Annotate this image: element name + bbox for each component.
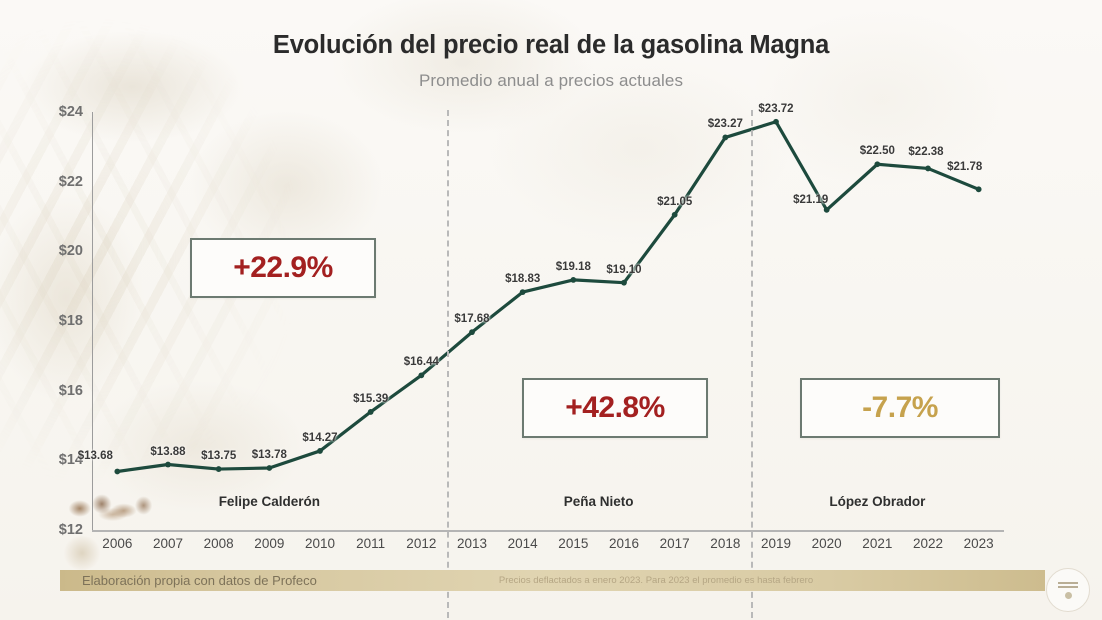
president-label-2: Peña Nieto (563, 494, 634, 509)
x-tick-2018: 2018 (710, 536, 741, 551)
point-label-2008: $13.75 (201, 450, 237, 463)
chart-subtitle: Promedio anual a precios actuales (418, 71, 684, 90)
point-label-2021: $22.50 (859, 145, 895, 158)
point-label-2007: $13.88 (150, 445, 186, 458)
point-label-2006: $13.68 (77, 450, 113, 463)
x-tick-2012: 2012 (406, 536, 437, 551)
x-tick-2017: 2017 (659, 536, 690, 551)
footer-bar: Elaboración propia con datos de Profeco … (60, 570, 1045, 591)
x-tick-2019: 2019 (760, 536, 792, 551)
point-label-2010: $14.27 (302, 431, 338, 444)
x-axis-line (92, 530, 1004, 532)
point-label-2018: $23.27 (707, 118, 743, 131)
footer-note-text: Precios deflactados a enero 2023. Para 2… (498, 575, 814, 586)
footer-source-text: Elaboración propia con datos de Profeco (82, 573, 317, 588)
y-tick-20: $20 (58, 243, 83, 260)
x-tick-2023: 2023 (963, 536, 994, 551)
x-tick-2008: 2008 (203, 536, 234, 551)
point-label-2023: $21.78 (947, 161, 983, 174)
y-axis-line (92, 112, 93, 530)
callout-lopez-obrador: -7.7% (800, 378, 1000, 438)
y-tick-16: $16 (58, 382, 83, 399)
president-label-3: López Obrador (829, 494, 926, 509)
x-tick-2021: 2021 (862, 536, 893, 551)
point-label-2011: $15.39 (353, 392, 389, 405)
government-emblem-icon (1046, 568, 1090, 612)
y-tick-22: $22 (58, 173, 83, 190)
y-tick-24: $24 (58, 104, 83, 120)
point-label-2012: $16.44 (403, 356, 439, 369)
callout-pena-nieto: +42.8% (522, 378, 708, 438)
page-title: Evolución del precio real de la gasolina… (272, 31, 830, 59)
point-label-2009: $13.78 (251, 448, 287, 461)
callout-lopez-obrador-value: -7.7% (862, 391, 938, 424)
seal-watermark-icon (62, 536, 102, 570)
x-tick-2022: 2022 (912, 536, 944, 551)
callout-calderon-value: +22.9% (233, 251, 333, 284)
callout-calderon: +22.9% (190, 238, 376, 298)
chart-plot-area: $12 $14 $16 $18 $20 $22 $24 2006 2007 2008 2009 20… (59, 103, 1004, 618)
y-tick-12: $12 (58, 522, 83, 538)
x-tick-2007: 2007 (152, 536, 184, 551)
x-tick-2006: 2006 (102, 536, 133, 551)
point-label-2014: $18.83 (505, 273, 541, 286)
point-label-2017: $21.05 (657, 195, 693, 208)
x-tick-2009: 2009 (254, 536, 285, 551)
period-divider-2 (750, 110, 753, 618)
x-tick-2016: 2016 (608, 536, 640, 551)
president-label-1: Felipe Calderón (218, 494, 320, 509)
callout-pena-nieto-value: +42.8% (565, 391, 665, 424)
y-tick-18: $18 (58, 313, 83, 329)
point-label-2022: $22.38 (908, 146, 944, 159)
x-tick-2014: 2014 (507, 536, 538, 551)
x-tick-2015: 2015 (558, 536, 589, 551)
x-tick-2013: 2013 (456, 536, 488, 551)
point-label-2020: $21.19 (793, 193, 829, 206)
point-label-2015: $19.18 (555, 260, 591, 273)
x-tick-2020: 2020 (811, 536, 842, 551)
x-tick-2011: 2011 (356, 536, 386, 551)
x-tick-2010: 2010 (304, 536, 336, 551)
y-tick-14: $14 (58, 452, 83, 469)
price-line-series (114, 118, 982, 475)
point-label-2013: $17.68 (454, 313, 490, 326)
point-label-2016: $19.10 (606, 263, 642, 276)
period-divider-1 (446, 110, 449, 618)
point-label-2019: $23.72 (758, 102, 794, 115)
